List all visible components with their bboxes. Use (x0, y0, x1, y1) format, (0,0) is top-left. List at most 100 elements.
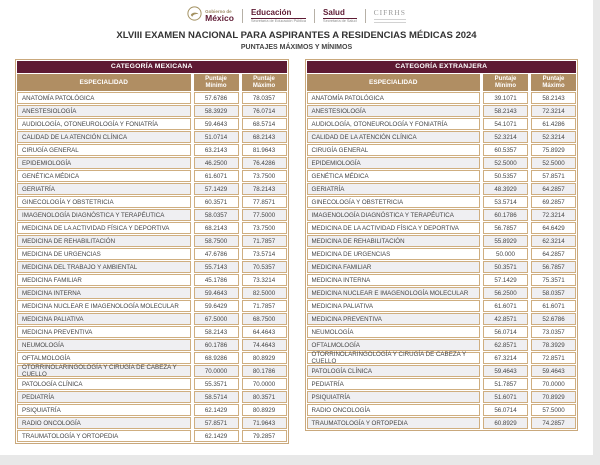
max-score-cell: 73.0357 (531, 326, 576, 338)
max-score-cell: 58.0357 (531, 287, 576, 299)
logo-bar: Gobierno de México Educación Secretaría … (0, 0, 593, 26)
specialty-cell: MEDICINA PALIATIVA (17, 313, 191, 325)
min-score-cell: 55.3571 (193, 378, 239, 390)
table-row: MEDICINA DE LA ACTIVIDAD FÍSICA Y DEPORT… (306, 222, 576, 234)
cifrhs-logo: CIFRHS (373, 9, 406, 23)
table-row: CIRUGÍA GENERAL 63.2143 81.9643 (17, 144, 287, 156)
min-score-cell: 68.2143 (193, 222, 239, 234)
max-score-cell: 70.0000 (531, 378, 576, 390)
min-score-cell: 48.3929 (483, 183, 528, 195)
salud-wordmark: Salud (323, 8, 357, 19)
table-categoria-mexicana: CATEGORÍA MEXICANA ESPECIALIDAD Puntaje … (15, 59, 289, 444)
specialty-cell: OFTALMOLOGÍA (306, 339, 480, 351)
min-score-cell: 50.000 (483, 248, 528, 260)
educacion-subtext: Secretaría de Educación Pública (250, 18, 307, 23)
min-score-cell: 58.5714 (193, 391, 239, 403)
min-score-cell: 56.0714 (483, 326, 528, 338)
column-header-puntaje-minimo: Puntaje Mínimo (193, 74, 239, 91)
specialty-cell: MEDICINA DE LA ACTIVIDAD FÍSICA Y DEPORT… (306, 222, 480, 234)
column-header-row: ESPECIALIDAD Puntaje Mínimo Puntaje Máxi… (17, 74, 287, 91)
min-score-cell: 47.6786 (193, 248, 239, 260)
min-score-cell: 60.1786 (193, 339, 239, 351)
specialty-cell: GINECOLOGÍA Y OBSTETRICIA (17, 196, 191, 208)
min-score-cell: 52.3214 (483, 131, 528, 143)
table-row: PEDIATRÍA 58.5714 80.3571 (17, 391, 287, 403)
specialty-cell: ANESTESIOLOGÍA (306, 105, 480, 117)
table-row: ANATOMÍA PATOLÓGICA 57.6786 78.0357 (17, 92, 287, 104)
specialty-cell: CIRUGÍA GENERAL (306, 144, 480, 156)
specialty-cell: GINECOLOGÍA Y OBSTETRICIA (306, 196, 480, 208)
logo-divider (241, 9, 243, 23)
educacion-wordmark: Educación (250, 8, 307, 19)
max-score-cell: 79.2857 (241, 430, 287, 442)
table-row: TRAUMATOLOGÍA Y ORTOPEDIA 60.8929 74.2857 (306, 417, 576, 429)
max-score-cell: 69.2857 (531, 196, 576, 208)
specialty-cell: AUDIOLOGÍA, OTONEUROLOGÍA Y FONIATRÍA (306, 118, 480, 130)
min-score-cell: 59.4643 (193, 287, 239, 299)
max-score-cell: 81.9643 (241, 144, 287, 156)
table-row: CALIDAD DE LA ATENCIÓN CLÍNICA 51.0714 68.… (17, 131, 287, 143)
table-row: GENÉTICA MÉDICA 50.5357 57.8571 (306, 170, 576, 182)
min-score-cell: 55.7143 (193, 261, 239, 273)
min-score-cell: 56.7857 (483, 222, 528, 234)
table-row: RADIO ONCOLOGÍA 56.0714 57.5000 (306, 404, 576, 416)
max-score-cell: 80.8929 (241, 404, 287, 416)
specialty-cell: OFTALMOLOGÍA (17, 352, 191, 364)
min-score-cell: 61.6071 (483, 300, 528, 312)
table-row: MEDICINA PALIATIVA 67.5000 68.7500 (17, 313, 287, 325)
table-rows: ANATOMÍA PATOLÓGICA 39.1071 58.2143 ANESTES… (306, 92, 576, 429)
table-row: GENÉTICA MÉDICA 61.6071 73.7500 (17, 170, 287, 182)
min-score-cell: 57.8571 (193, 417, 239, 429)
min-score-cell: 63.2143 (193, 144, 239, 156)
max-score-cell: 78.2143 (241, 183, 287, 195)
min-score-cell: 53.5714 (483, 196, 528, 208)
table-row: MEDICINA PREVENTIVA 42.8571 52.6786 (306, 313, 576, 325)
min-score-cell: 59.6429 (193, 300, 239, 312)
salud-subtext: Secretaría de Salud (323, 18, 357, 23)
specialty-cell: GERIATRÍA (306, 183, 480, 195)
specialty-cell: MEDICINA FAMILIAR (306, 261, 480, 273)
specialty-cell: OTORRINOLARINGOLOGÍA Y CIRUGÍA DE CABEZA… (17, 364, 191, 378)
max-score-cell: 61.6071 (531, 300, 576, 312)
min-score-cell: 50.3571 (483, 261, 528, 273)
min-score-cell: 51.6071 (483, 391, 528, 403)
specialty-cell: ANATOMÍA PATOLÓGICA (17, 92, 191, 104)
max-score-cell: 75.8929 (531, 144, 576, 156)
mexico-eagle-icon (187, 6, 202, 26)
min-score-cell: 57.6786 (193, 92, 239, 104)
max-score-cell: 64.2857 (531, 248, 576, 260)
max-score-cell: 77.8571 (241, 196, 287, 208)
min-score-cell: 52.5000 (483, 157, 528, 169)
min-score-cell: 51.0714 (193, 131, 239, 143)
table-row: MEDICINA PALIATIVA 61.6071 61.6071 (306, 300, 576, 312)
max-score-cell: 80.3571 (241, 391, 287, 403)
specialty-cell: NEUMOLOGÍA (306, 326, 480, 338)
max-score-cell: 73.3214 (241, 274, 287, 286)
max-score-cell: 72.8571 (531, 352, 576, 364)
specialty-cell: MEDICINA DEL TRABAJO Y AMBIENTAL (17, 261, 191, 273)
table-row: GINECOLOGÍA Y OBSTETRICIA 53.5714 69.2857 (306, 196, 576, 208)
specialty-cell: EPIDEMIOLOGÍA (306, 157, 480, 169)
max-score-cell: 73.5714 (241, 248, 287, 260)
table-row: MEDICINA DE URGENCIAS 47.6786 73.5714 (17, 248, 287, 260)
min-score-cell: 55.8929 (483, 235, 528, 247)
min-score-cell: 62.1429 (193, 404, 239, 416)
min-score-cell: 60.3571 (193, 196, 239, 208)
logo-divider (314, 9, 316, 23)
max-score-cell: 68.7500 (241, 313, 287, 325)
category-header: CATEGORÍA EXTRANJERA (306, 61, 576, 73)
specialty-cell: MEDICINA DE REHABILITACIÓN (17, 235, 191, 247)
category-header: CATEGORÍA MEXICANA (17, 61, 287, 73)
max-score-cell: 68.2143 (241, 131, 287, 143)
column-header-especialidad: ESPECIALIDAD (17, 74, 191, 91)
salud-logo: Salud Secretaría de Salud (323, 8, 357, 24)
table-row: MEDICINA NUCLEAR E IMAGENOLOGÍA MOLECULA… (306, 287, 576, 299)
column-header-especialidad: ESPECIALIDAD (306, 74, 480, 91)
specialty-cell: MEDICINA INTERNA (306, 274, 480, 286)
table-row: MEDICINA FAMILIAR 50.3571 56.7857 (306, 261, 576, 273)
table-row: PEDIATRÍA 51.7857 70.0000 (306, 378, 576, 390)
max-score-cell: 78.3929 (531, 339, 576, 351)
table-row: ANESTESIOLOGÍA 58.3929 76.0714 (17, 105, 287, 117)
specialty-cell: MEDICINA DE URGENCIAS (306, 248, 480, 260)
educacion-logo: Educación Secretaría de Educación Públic… (250, 8, 307, 24)
